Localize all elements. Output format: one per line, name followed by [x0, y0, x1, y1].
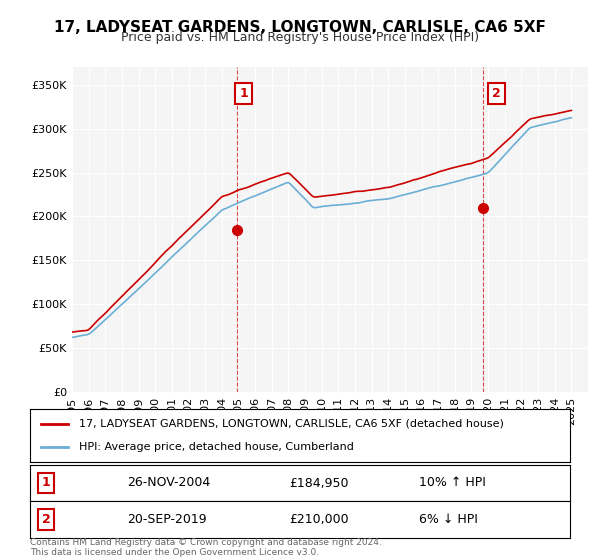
Text: HPI: Average price, detached house, Cumberland: HPI: Average price, detached house, Cumb…: [79, 442, 353, 452]
Text: 17, LADYSEAT GARDENS, LONGTOWN, CARLISLE, CA6 5XF: 17, LADYSEAT GARDENS, LONGTOWN, CARLISLE…: [54, 20, 546, 35]
Text: 20-SEP-2019: 20-SEP-2019: [127, 513, 207, 526]
Text: £210,000: £210,000: [289, 513, 349, 526]
Text: 2: 2: [492, 87, 501, 100]
Text: 26-NOV-2004: 26-NOV-2004: [127, 477, 211, 489]
Text: 17, LADYSEAT GARDENS, LONGTOWN, CARLISLE, CA6 5XF (detached house): 17, LADYSEAT GARDENS, LONGTOWN, CARLISLE…: [79, 419, 503, 429]
Text: Contains HM Land Registry data © Crown copyright and database right 2024.
This d: Contains HM Land Registry data © Crown c…: [30, 538, 382, 557]
Text: 2: 2: [42, 513, 50, 526]
Text: Price paid vs. HM Land Registry's House Price Index (HPI): Price paid vs. HM Land Registry's House …: [121, 31, 479, 44]
Text: 1: 1: [42, 477, 50, 489]
Text: 10% ↑ HPI: 10% ↑ HPI: [419, 477, 485, 489]
Text: 1: 1: [239, 87, 248, 100]
Text: 6% ↓ HPI: 6% ↓ HPI: [419, 513, 478, 526]
Text: £184,950: £184,950: [289, 477, 349, 489]
